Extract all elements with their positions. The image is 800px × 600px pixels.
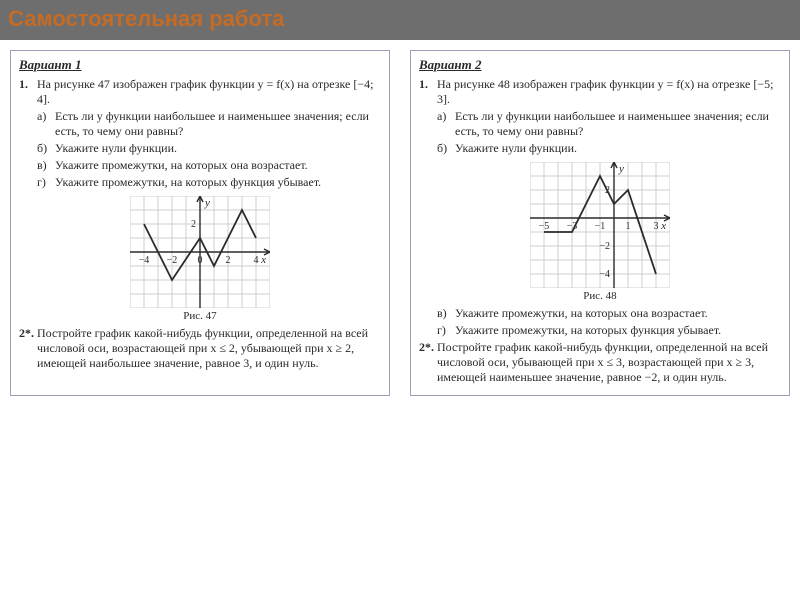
- sub-label: а): [37, 109, 55, 139]
- worksheet-page: Самостоятельная работа Вариант 1 1. На р…: [0, 0, 800, 600]
- sub-text: Укажите нули функции.: [55, 141, 381, 156]
- variant-2-title: Вариант 2: [419, 57, 781, 73]
- svg-text:−2: −2: [599, 241, 610, 252]
- sub-text: Укажите промежутки, на которых она возра…: [455, 306, 781, 321]
- sub-item: б)Укажите нули функции.: [37, 141, 381, 156]
- sub-label: г): [437, 323, 455, 338]
- chart-figure-48: −5−3−1132−2−4xy: [530, 162, 670, 288]
- sub-item: б)Укажите нули функции.: [437, 141, 781, 156]
- svg-text:4: 4: [254, 255, 259, 266]
- task-number: 2*.: [19, 326, 37, 371]
- svg-text:−5: −5: [539, 221, 550, 232]
- task-text: На рисунке 48 изображен график функции y…: [437, 77, 773, 106]
- variant-2: Вариант 2 1. На рисунке 48 изображен гра…: [410, 50, 790, 396]
- svg-text:x: x: [260, 254, 266, 266]
- sub-label: а): [437, 109, 455, 139]
- sub-text: Укажите нули функции.: [455, 141, 781, 156]
- variant-1-task-2: 2*. Постройте график какой-нибудь функци…: [19, 326, 381, 371]
- figure-caption: Рис. 47: [19, 310, 381, 324]
- svg-text:2: 2: [191, 219, 196, 230]
- sub-item: в)Укажите промежутки, на которых она воз…: [437, 306, 781, 321]
- svg-text:x: x: [660, 220, 666, 232]
- sub-text: Укажите промежутки, на которых функция у…: [55, 175, 381, 190]
- figure-caption: Рис. 48: [419, 290, 781, 304]
- task-text: Постройте график какой-нибудь функции, о…: [37, 326, 381, 371]
- sub-label: в): [37, 158, 55, 173]
- variant-1-title: Вариант 1: [19, 57, 381, 73]
- sub-text: Есть ли у функции наибольшее и наименьше…: [55, 109, 381, 139]
- svg-text:2: 2: [226, 255, 231, 266]
- task-body: На рисунке 48 изображен график функции y…: [437, 77, 781, 156]
- task-number: 1.: [19, 77, 37, 190]
- task-number: 1.: [419, 77, 437, 156]
- chart-figure-47: −4 −2 0 2 4 2 x y: [130, 196, 270, 308]
- sub-item: а)Есть ли у функции наибольшее и наимень…: [37, 109, 381, 139]
- task-text: На рисунке 47 изображен график функции y…: [37, 77, 373, 106]
- svg-text:y: y: [618, 163, 624, 175]
- task-number: 2*.: [419, 340, 437, 385]
- page-title: Самостоятельная работа: [0, 0, 800, 40]
- sub-label: б): [37, 141, 55, 156]
- sub-text: Укажите промежутки, на которых функция у…: [455, 323, 781, 338]
- variant-2-figure: −5−3−1132−2−4xy Рис. 48: [419, 162, 781, 304]
- svg-text:y: y: [204, 197, 210, 209]
- svg-text:1: 1: [626, 221, 631, 232]
- sub-text: Есть ли у функции наибольшее и наименьше…: [455, 109, 781, 139]
- columns: Вариант 1 1. На рисунке 47 изображен гра…: [0, 40, 800, 396]
- svg-text:−1: −1: [595, 221, 606, 232]
- sub-item: г)Укажите промежутки, на которых функция…: [437, 323, 781, 338]
- variant-1: Вариант 1 1. На рисунке 47 изображен гра…: [10, 50, 390, 396]
- svg-text:−4: −4: [599, 269, 610, 280]
- variant-1-figure: −4 −2 0 2 4 2 x y Рис. 47: [19, 196, 381, 324]
- sub-item: в)Укажите промежутки, на которых она воз…: [37, 158, 381, 173]
- task-body: На рисунке 47 изображен график функции y…: [37, 77, 381, 190]
- svg-text:0: 0: [198, 255, 203, 266]
- svg-text:−4: −4: [139, 255, 150, 266]
- svg-text:−2: −2: [167, 255, 178, 266]
- sub-text: Укажите промежутки, на которых она возра…: [55, 158, 381, 173]
- sub-label: б): [437, 141, 455, 156]
- sub-item: а)Есть ли у функции наибольшее и наимень…: [437, 109, 781, 139]
- sub-label: в): [437, 306, 455, 321]
- variant-2-task-2: 2*. Постройте график какой-нибудь функци…: [419, 340, 781, 385]
- variant-2-task-1: 1. На рисунке 48 изображен график функци…: [419, 77, 781, 156]
- sub-label: г): [37, 175, 55, 190]
- sub-item: г)Укажите промежутки, на которых функция…: [37, 175, 381, 190]
- variant-1-task-1: 1. На рисунке 47 изображен график функци…: [19, 77, 381, 190]
- svg-text:3: 3: [654, 221, 659, 232]
- task-text: Постройте график какой-нибудь функции, о…: [437, 340, 781, 385]
